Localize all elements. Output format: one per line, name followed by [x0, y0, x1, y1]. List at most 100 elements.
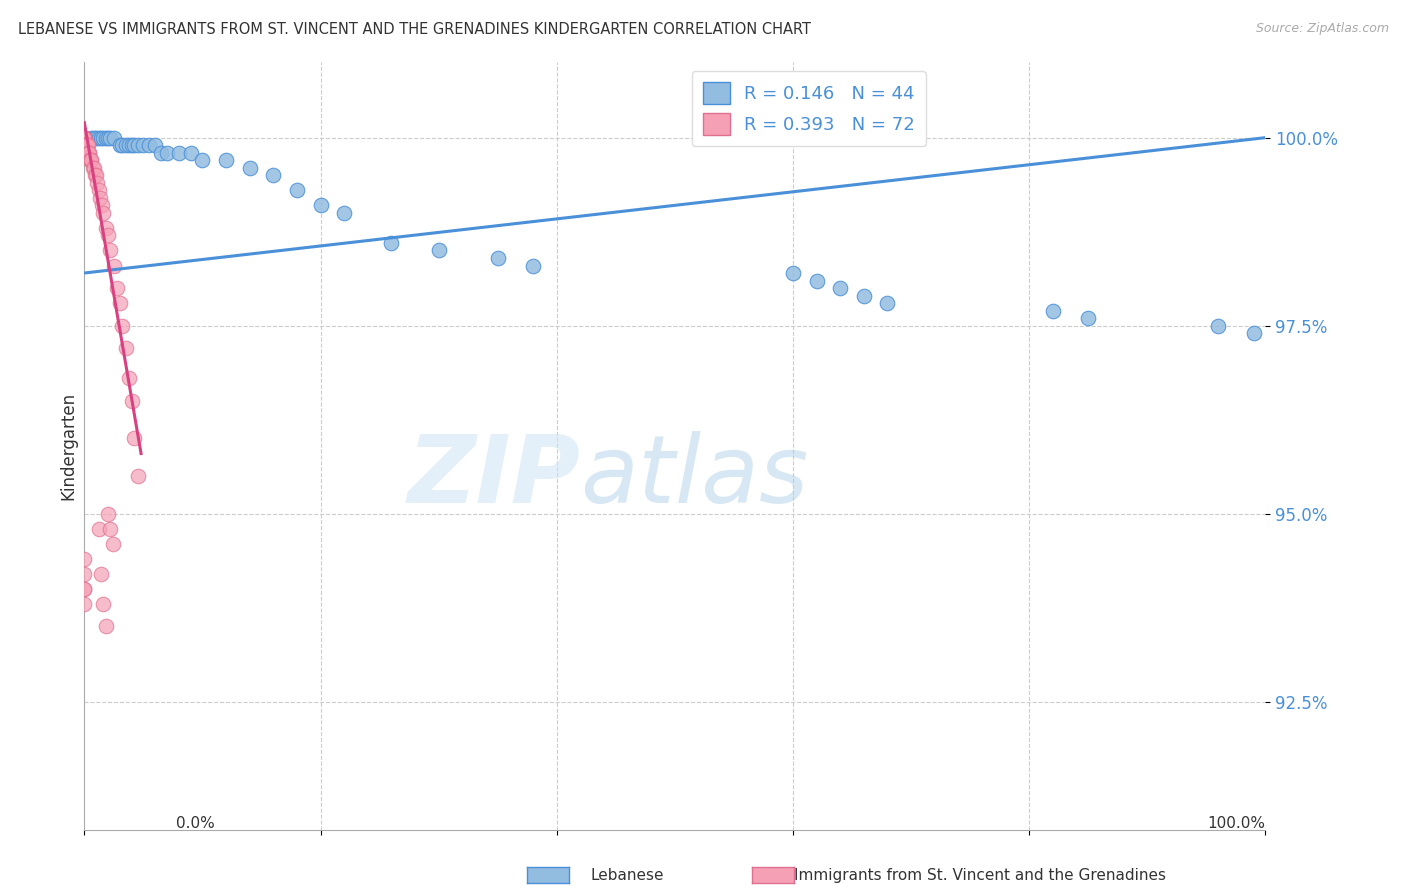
Point — [167, 145, 190, 160]
Point — [114, 341, 136, 355]
Text: 0.0%: 0.0% — [176, 816, 215, 831]
Point — [97, 228, 120, 243]
Point — [114, 138, 136, 153]
Point — [427, 244, 450, 258]
Point — [73, 130, 96, 145]
Y-axis label: Kindergarten: Kindergarten — [59, 392, 77, 500]
Point — [380, 235, 402, 250]
Point — [830, 281, 852, 295]
Point — [285, 183, 308, 197]
Point — [73, 138, 96, 153]
Point — [73, 551, 96, 566]
Point — [79, 153, 101, 168]
Point — [73, 130, 96, 145]
Point — [150, 145, 173, 160]
Point — [76, 138, 98, 153]
Point — [82, 161, 104, 175]
Point — [73, 130, 96, 145]
Point — [103, 259, 125, 273]
Point — [215, 153, 238, 168]
Point — [138, 138, 160, 153]
Point — [83, 161, 105, 175]
Point — [1077, 311, 1099, 326]
Point — [73, 138, 96, 153]
Point — [98, 522, 121, 536]
Point — [73, 130, 96, 145]
Point — [180, 145, 202, 160]
Point — [876, 296, 898, 310]
Point — [75, 138, 97, 153]
Point — [73, 138, 96, 153]
Point — [132, 138, 155, 153]
Point — [94, 619, 117, 633]
Text: Source: ZipAtlas.com: Source: ZipAtlas.com — [1256, 22, 1389, 36]
Point — [98, 130, 121, 145]
Point — [191, 153, 214, 168]
Point — [333, 206, 356, 220]
Point — [98, 244, 121, 258]
Point — [87, 130, 110, 145]
Point — [75, 138, 97, 153]
Point — [86, 176, 108, 190]
Point — [91, 206, 114, 220]
Point — [94, 130, 117, 145]
Point — [73, 138, 96, 153]
Point — [79, 153, 101, 168]
Point — [80, 130, 103, 145]
Point — [87, 183, 110, 197]
Point — [90, 566, 112, 581]
Text: Lebanese: Lebanese — [591, 869, 664, 883]
Point — [73, 138, 96, 153]
Text: atlas: atlas — [581, 431, 808, 522]
Text: LEBANESE VS IMMIGRANTS FROM ST. VINCENT AND THE GRENADINES KINDERGARTEN CORRELAT: LEBANESE VS IMMIGRANTS FROM ST. VINCENT … — [18, 22, 811, 37]
Point — [84, 130, 107, 145]
Point — [77, 138, 100, 153]
Point — [73, 138, 96, 153]
Text: ZIP: ZIP — [408, 431, 581, 523]
Point — [94, 220, 117, 235]
Point — [73, 138, 96, 153]
Point — [91, 597, 114, 611]
Point — [97, 130, 120, 145]
Point — [73, 130, 96, 145]
Point — [1206, 318, 1229, 333]
Point — [121, 138, 143, 153]
Point — [108, 138, 131, 153]
Point — [1243, 326, 1265, 341]
Point — [143, 138, 166, 153]
Point — [77, 145, 100, 160]
Text: 100.0%: 100.0% — [1208, 816, 1265, 831]
Legend: R = 0.146   N = 44, R = 0.393   N = 72: R = 0.146 N = 44, R = 0.393 N = 72 — [692, 71, 925, 146]
Point — [89, 191, 111, 205]
Point — [127, 469, 149, 483]
Point — [73, 138, 96, 153]
Point — [73, 582, 96, 596]
Point — [73, 138, 96, 153]
Point — [852, 288, 875, 302]
Point — [80, 153, 103, 168]
Point — [262, 168, 284, 182]
Point — [73, 582, 96, 596]
Point — [84, 168, 107, 182]
Point — [782, 266, 804, 280]
Point — [91, 198, 114, 212]
Point — [806, 274, 828, 288]
Point — [486, 251, 509, 265]
Text: Immigrants from St. Vincent and the Grenadines: Immigrants from St. Vincent and the Gren… — [794, 869, 1167, 883]
Point — [90, 130, 112, 145]
Point — [121, 393, 143, 408]
Point — [73, 130, 96, 145]
Point — [73, 138, 96, 153]
Point — [73, 130, 96, 145]
Point — [122, 138, 145, 153]
Point — [73, 597, 96, 611]
Point — [239, 161, 262, 175]
Point — [77, 145, 100, 160]
Point — [118, 371, 141, 385]
Point — [111, 138, 134, 153]
Point — [75, 138, 97, 153]
Point — [87, 522, 110, 536]
Point — [73, 566, 96, 581]
Point — [118, 138, 141, 153]
Point — [522, 259, 544, 273]
